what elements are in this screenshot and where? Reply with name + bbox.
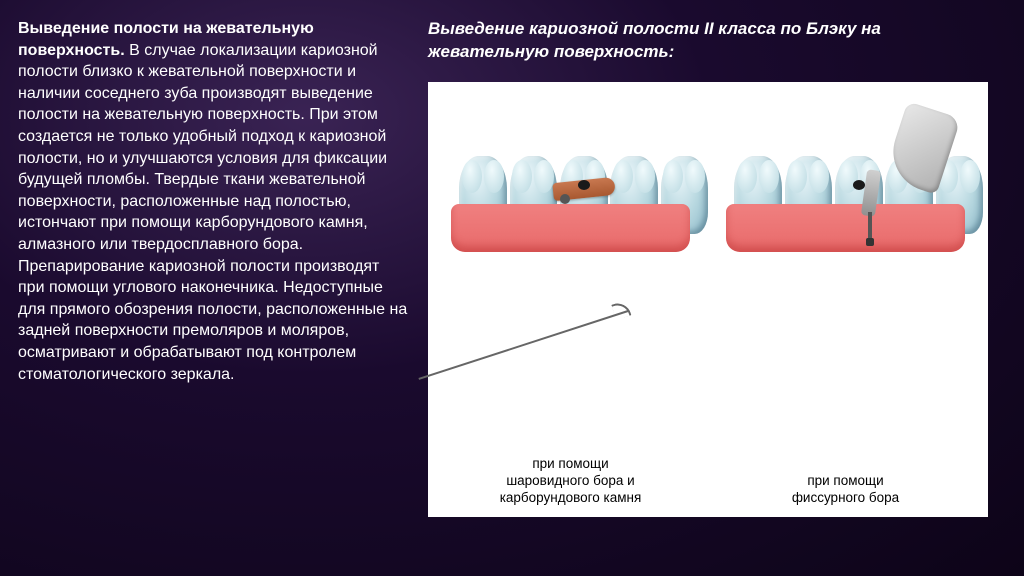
handpiece-body-icon bbox=[883, 101, 961, 194]
figure-heading: Выведение кариозной полости II класса по… bbox=[428, 18, 1006, 64]
round-bur-ball-icon bbox=[560, 194, 570, 204]
body-text: В случае локализации кариозной полости б… bbox=[18, 42, 407, 383]
right-column: Выведение кариозной полости II класса по… bbox=[420, 0, 1024, 576]
left-text-column: Выведение полости на жевательную поверхн… bbox=[0, 0, 420, 576]
handpiece-icon bbox=[840, 108, 950, 248]
panel-right: при помощи фиссурного бора bbox=[713, 102, 978, 507]
figure-container: при помощи шаровидного бора и карборундо… bbox=[428, 82, 988, 517]
dental-probe-icon bbox=[418, 310, 628, 380]
fissure-bur-icon bbox=[868, 212, 872, 240]
caption-right: при помощи фиссурного бора bbox=[786, 473, 905, 507]
teeth-row-left bbox=[438, 102, 703, 252]
caption-left-line1: при помощи bbox=[532, 456, 608, 471]
body-paragraph: Выведение полости на жевательную поверхн… bbox=[18, 18, 408, 385]
teeth-row-right bbox=[713, 102, 978, 252]
caption-right-line2: фиссурного бора bbox=[792, 490, 899, 505]
handpiece-neck-icon bbox=[861, 169, 881, 217]
caption-left-line2: шаровидного бора и bbox=[506, 473, 634, 488]
cavity-icon bbox=[853, 180, 865, 190]
panel-left: при помощи шаровидного бора и карборундо… bbox=[438, 102, 703, 507]
caption-left: при помощи шаровидного бора и карборундо… bbox=[494, 456, 648, 507]
caption-right-line1: при помощи bbox=[807, 473, 883, 488]
caption-left-line3: карборундового камня bbox=[500, 490, 642, 505]
cavity-icon bbox=[578, 180, 590, 190]
gum-left bbox=[451, 204, 690, 252]
